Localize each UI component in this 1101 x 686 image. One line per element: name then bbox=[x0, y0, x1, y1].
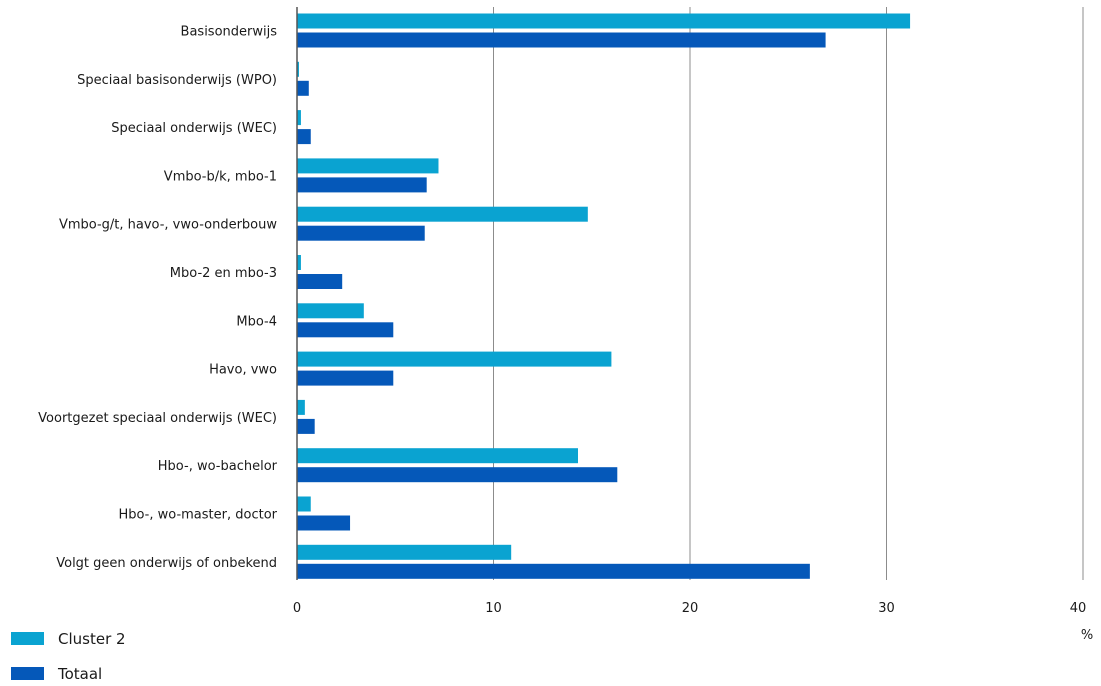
bars bbox=[297, 13, 911, 579]
bar-totaal-8 bbox=[297, 418, 315, 434]
legend-swatch-totaal bbox=[11, 667, 44, 680]
bar-cluster-2-10 bbox=[297, 496, 311, 512]
bar-totaal-3 bbox=[297, 177, 427, 193]
category-label-5: Mbo-2 en mbo-3 bbox=[170, 266, 277, 281]
legend-label-cluster-2: Cluster 2 bbox=[58, 630, 126, 648]
gridlines bbox=[493, 7, 1084, 580]
x-tick-labels: 0 10 20 30 40 bbox=[293, 601, 1086, 616]
bar-cluster-2-4 bbox=[297, 206, 588, 222]
bar-totaal-1 bbox=[297, 80, 309, 96]
x-tick-label-20: 20 bbox=[682, 601, 699, 616]
x-unit-label: % bbox=[1081, 628, 1093, 643]
bar-cluster-2-9 bbox=[297, 448, 578, 464]
bar-cluster-2-2 bbox=[297, 110, 301, 126]
category-label-4: Vmbo-g/t, havo-, vwo-onderbouw bbox=[59, 218, 277, 233]
bar-cluster-2-3 bbox=[297, 158, 439, 174]
category-label-8: Voortgezet speciaal onderwijs (WEC) bbox=[38, 411, 277, 426]
bar-cluster-2-0 bbox=[297, 13, 911, 29]
category-label-11: Volgt geen onderwijs of onbekend bbox=[56, 556, 277, 571]
category-label-3: Vmbo-b/k, mbo-1 bbox=[164, 169, 277, 184]
bar-cluster-2-5 bbox=[297, 255, 301, 270]
category-label-2: Speciaal onderwijs (WEC) bbox=[111, 121, 277, 136]
bar-totaal-6 bbox=[297, 322, 394, 338]
category-label-6: Mbo-4 bbox=[236, 314, 277, 329]
bar-totaal-5 bbox=[297, 274, 343, 289]
bar-totaal-11 bbox=[297, 563, 810, 579]
x-tick-label-0: 0 bbox=[293, 601, 301, 616]
x-tick-label-10: 10 bbox=[485, 601, 502, 616]
category-label-1: Speciaal basisonderwijs (WPO) bbox=[77, 73, 277, 88]
bar-totaal-2 bbox=[297, 129, 311, 145]
bar-totaal-4 bbox=[297, 225, 425, 241]
bar-cluster-2-8 bbox=[297, 399, 305, 415]
bar-totaal-0 bbox=[297, 32, 826, 48]
x-tick-label-40: 40 bbox=[1070, 601, 1087, 616]
bar-totaal-7 bbox=[297, 370, 394, 386]
legend: Cluster 2 Totaal bbox=[11, 630, 126, 683]
category-labels: Basisonderwijs Speciaal basisonderwijs (W… bbox=[38, 25, 277, 571]
legend-label-totaal: Totaal bbox=[57, 665, 102, 682]
bar-cluster-2-1 bbox=[297, 61, 299, 77]
bar-cluster-2-11 bbox=[297, 544, 512, 560]
x-tick-label-30: 30 bbox=[878, 601, 895, 616]
legend-swatch-cluster-2 bbox=[11, 632, 44, 645]
category-label-0: Basisonderwijs bbox=[181, 25, 278, 40]
category-label-10: Hbo-, wo-master, doctor bbox=[118, 508, 277, 523]
category-label-7: Havo, vwo bbox=[209, 363, 277, 378]
bar-cluster-2-7 bbox=[297, 351, 612, 367]
category-label-9: Hbo-, wo-bachelor bbox=[158, 459, 278, 474]
bar-cluster-2-6 bbox=[297, 303, 364, 319]
bar-totaal-9 bbox=[297, 467, 618, 483]
bar-totaal-10 bbox=[297, 515, 351, 531]
